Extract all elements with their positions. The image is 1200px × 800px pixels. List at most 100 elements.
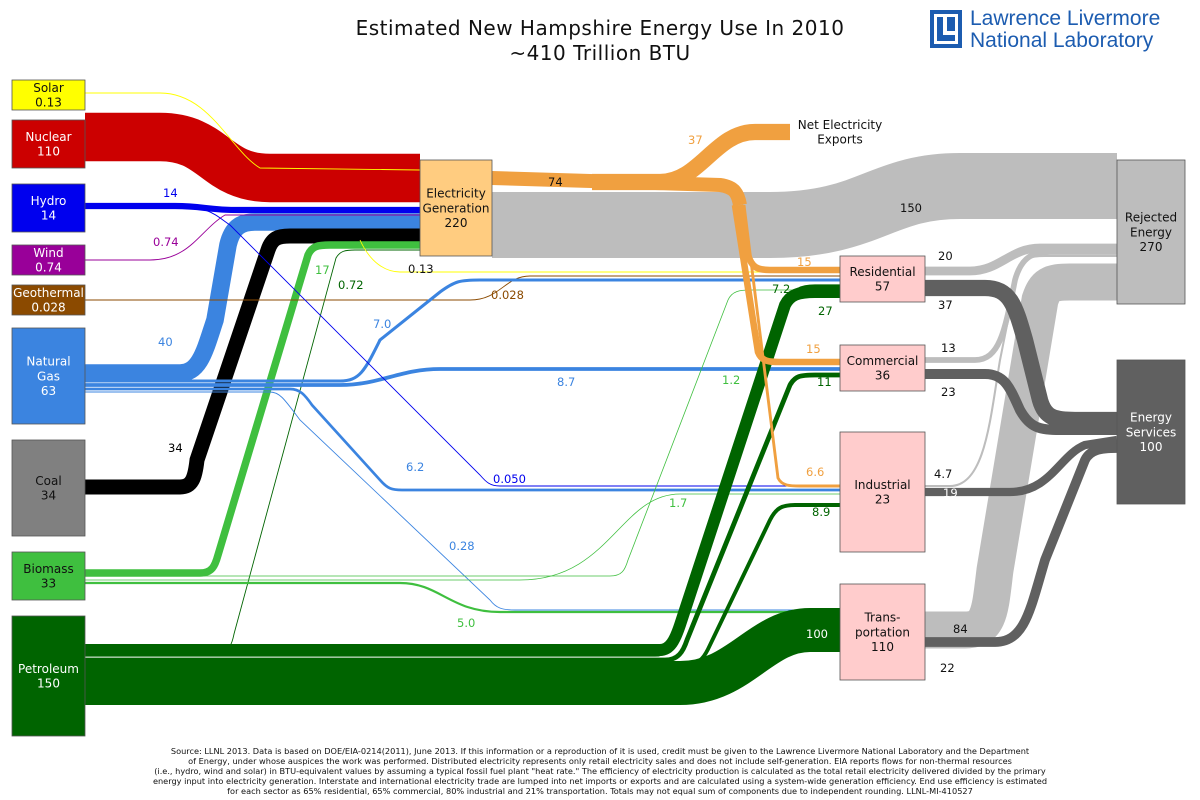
sink-node-services-label-line-3: 100 bbox=[1140, 440, 1163, 454]
sector-node-residential-label-line-1: Residential bbox=[849, 265, 915, 279]
label-coal-electricity: 34 bbox=[168, 441, 183, 455]
flow-natural-gas-residential bbox=[85, 278, 840, 383]
label-biomass-residential: 1.2 bbox=[722, 373, 740, 387]
sector-node-transportation-label-line-1: Trans- bbox=[863, 611, 900, 625]
label-petroleum-electricity: 0.72 bbox=[338, 278, 364, 292]
electricity-generation-node bbox=[419, 159, 493, 257]
flow-electricity-sectors bbox=[491, 171, 747, 207]
source-node-geothermal-label-line-1: Geothermal bbox=[13, 286, 84, 300]
sector-node-transportation-label-line-3: 110 bbox=[871, 640, 894, 654]
label-electricity-exports: 37 bbox=[688, 133, 703, 147]
sector-node-residential bbox=[839, 255, 926, 303]
flow-electricity-residential bbox=[736, 204, 840, 274]
source-node-natural_gas-label-line-3: 63 bbox=[41, 384, 56, 398]
label-transportation-services: 22 bbox=[940, 661, 955, 675]
llnl-logo-icon bbox=[930, 10, 962, 48]
sector-node-commercial-label-line-1: Commercial bbox=[847, 354, 919, 368]
flow-residential-services bbox=[925, 279, 1117, 429]
sector-node-transportation bbox=[839, 583, 926, 681]
source-node-natural_gas bbox=[11, 327, 86, 425]
flow-petroleum-industrial bbox=[85, 503, 840, 666]
llnl-logo: Lawrence Livermore National Laboratory bbox=[930, 7, 1175, 52]
label-industrial-services: 19 bbox=[943, 486, 958, 500]
sink-node-rejected bbox=[1116, 159, 1186, 305]
source-node-hydro-label-line-1: Hydro bbox=[31, 194, 67, 208]
label-petroleum-commercial-2: 11 bbox=[817, 375, 832, 389]
flow-electricity-rejected bbox=[492, 153, 1117, 258]
flow-hydro-industrial bbox=[169, 205, 840, 487]
sink-node-rejected-label-line-2: Energy bbox=[1130, 225, 1172, 239]
electricity-generation-label-line-1: Electricity bbox=[426, 187, 486, 201]
source-node-biomass-label-line-2: 33 bbox=[41, 577, 56, 591]
label-electricity-sectors: 74 bbox=[548, 175, 563, 189]
label-natural-gas-residential: 7.0 bbox=[373, 317, 391, 331]
label-petroleum-transportation: 100 bbox=[806, 627, 828, 641]
source-node-hydro bbox=[11, 183, 86, 233]
logo-line-2: National Laboratory bbox=[970, 29, 1154, 52]
sector-node-residential-label-line-2: 57 bbox=[875, 280, 890, 294]
label-transportation-rejected: 84 bbox=[953, 622, 968, 636]
source-node-coal-label-line-2: 34 bbox=[41, 489, 56, 503]
source-node-nuclear bbox=[11, 119, 86, 169]
label-petroleum-industrial: 8.9 bbox=[812, 505, 830, 519]
flow-transportation-rejected bbox=[925, 263, 1117, 649]
source-line-3: (i.e., hydro, wind and solar) in BTU-equ… bbox=[154, 766, 1046, 776]
source-node-solar-label-line-1: Solar bbox=[33, 81, 64, 95]
label-commercial-rejected: 13 bbox=[941, 341, 956, 355]
source-node-petroleum-label-line-1: Petroleum bbox=[18, 662, 79, 676]
source-node-petroleum-label-line-2: 150 bbox=[37, 677, 60, 691]
label-industrial-rejected: 4.7 bbox=[934, 467, 952, 481]
label-geothermal-residential: 0.028 bbox=[491, 288, 524, 302]
flow-solar-electricity bbox=[85, 92, 421, 171]
source-node-coal-label-line-1: Coal bbox=[35, 474, 61, 488]
flow-petroleum-transportation bbox=[85, 608, 840, 705]
flow-petroleum-residential-main bbox=[85, 286, 840, 656]
source-note: Source: LLNL 2013. Data is based on DOE/… bbox=[110, 746, 1090, 796]
net-electricity-exports-label-line-2: Exports bbox=[817, 133, 863, 147]
label-residential-rejected: 20 bbox=[938, 249, 953, 263]
electricity-generation-label-line-3: 220 bbox=[445, 216, 468, 230]
source-node-wind-label-line-2: 0.74 bbox=[35, 261, 62, 275]
source-node-geothermal-label-line-2: 0.028 bbox=[31, 301, 65, 315]
flow-nuclear-electricity bbox=[85, 112, 420, 203]
diagram-title: Estimated New Hampshire Energy Use In 20… bbox=[355, 16, 845, 40]
source-node-geothermal bbox=[11, 284, 86, 316]
flow-residential-rejected bbox=[925, 243, 1117, 276]
source-node-biomass-label-line-1: Biomass bbox=[23, 562, 73, 576]
flow-petroleum-commercial bbox=[85, 372, 840, 663]
label-commercial-services: 23 bbox=[941, 385, 956, 399]
label-electricity-industrial: 6.6 bbox=[806, 465, 824, 479]
flow-natural-gas-industrial bbox=[85, 387, 840, 492]
label-biomass-electricity: 17 bbox=[315, 263, 330, 277]
label-solar-residential: 0.13 bbox=[408, 262, 434, 276]
label-electricity-rejected: 150 bbox=[900, 201, 922, 215]
sector-node-commercial-label-line-2: 36 bbox=[875, 369, 890, 383]
flow-wind-electricity bbox=[85, 214, 420, 261]
diagram-subtitle: ~410 Trillion BTU bbox=[509, 41, 691, 65]
source-node-solar bbox=[11, 79, 86, 111]
label-natural-gas-electricity: 40 bbox=[158, 335, 173, 349]
sink-node-services bbox=[1116, 359, 1186, 505]
source-line-5: for each sector as 65% residential, 65% … bbox=[227, 786, 973, 796]
label-wind-electricity: 0.74 bbox=[153, 235, 179, 249]
label-petroleum-residential: 7.2 bbox=[772, 282, 790, 296]
sector-node-industrial-label-line-2: 23 bbox=[875, 493, 890, 507]
flow-biomass-transportation bbox=[85, 581, 840, 614]
label-natural-gas-transportation: 0.28 bbox=[449, 539, 475, 553]
sector-node-transportation-label-line-2: portation bbox=[855, 625, 910, 639]
flow-electricity-commercial bbox=[731, 204, 840, 366]
flow-layer bbox=[85, 92, 1118, 705]
sink-node-services-label-line-2: Services bbox=[1126, 425, 1177, 439]
flow-commercial-services bbox=[925, 368, 1117, 436]
logo-line-1: Lawrence Livermore bbox=[970, 7, 1161, 30]
sink-node-rejected-label-line-3: 270 bbox=[1140, 240, 1163, 254]
electricity-generation-label-line-2: Generation bbox=[423, 201, 490, 215]
sector-node-commercial bbox=[839, 344, 926, 392]
flow-transportation-services bbox=[925, 443, 1118, 647]
label-petroleum-commercial: 27 bbox=[818, 304, 833, 318]
sector-node-industrial-label-line-1: Industrial bbox=[854, 478, 910, 492]
flow-biomass-residential bbox=[85, 289, 840, 577]
source-node-nuclear-label-line-2: 110 bbox=[37, 145, 60, 159]
flow-natural-gas-electricity bbox=[85, 213, 420, 382]
